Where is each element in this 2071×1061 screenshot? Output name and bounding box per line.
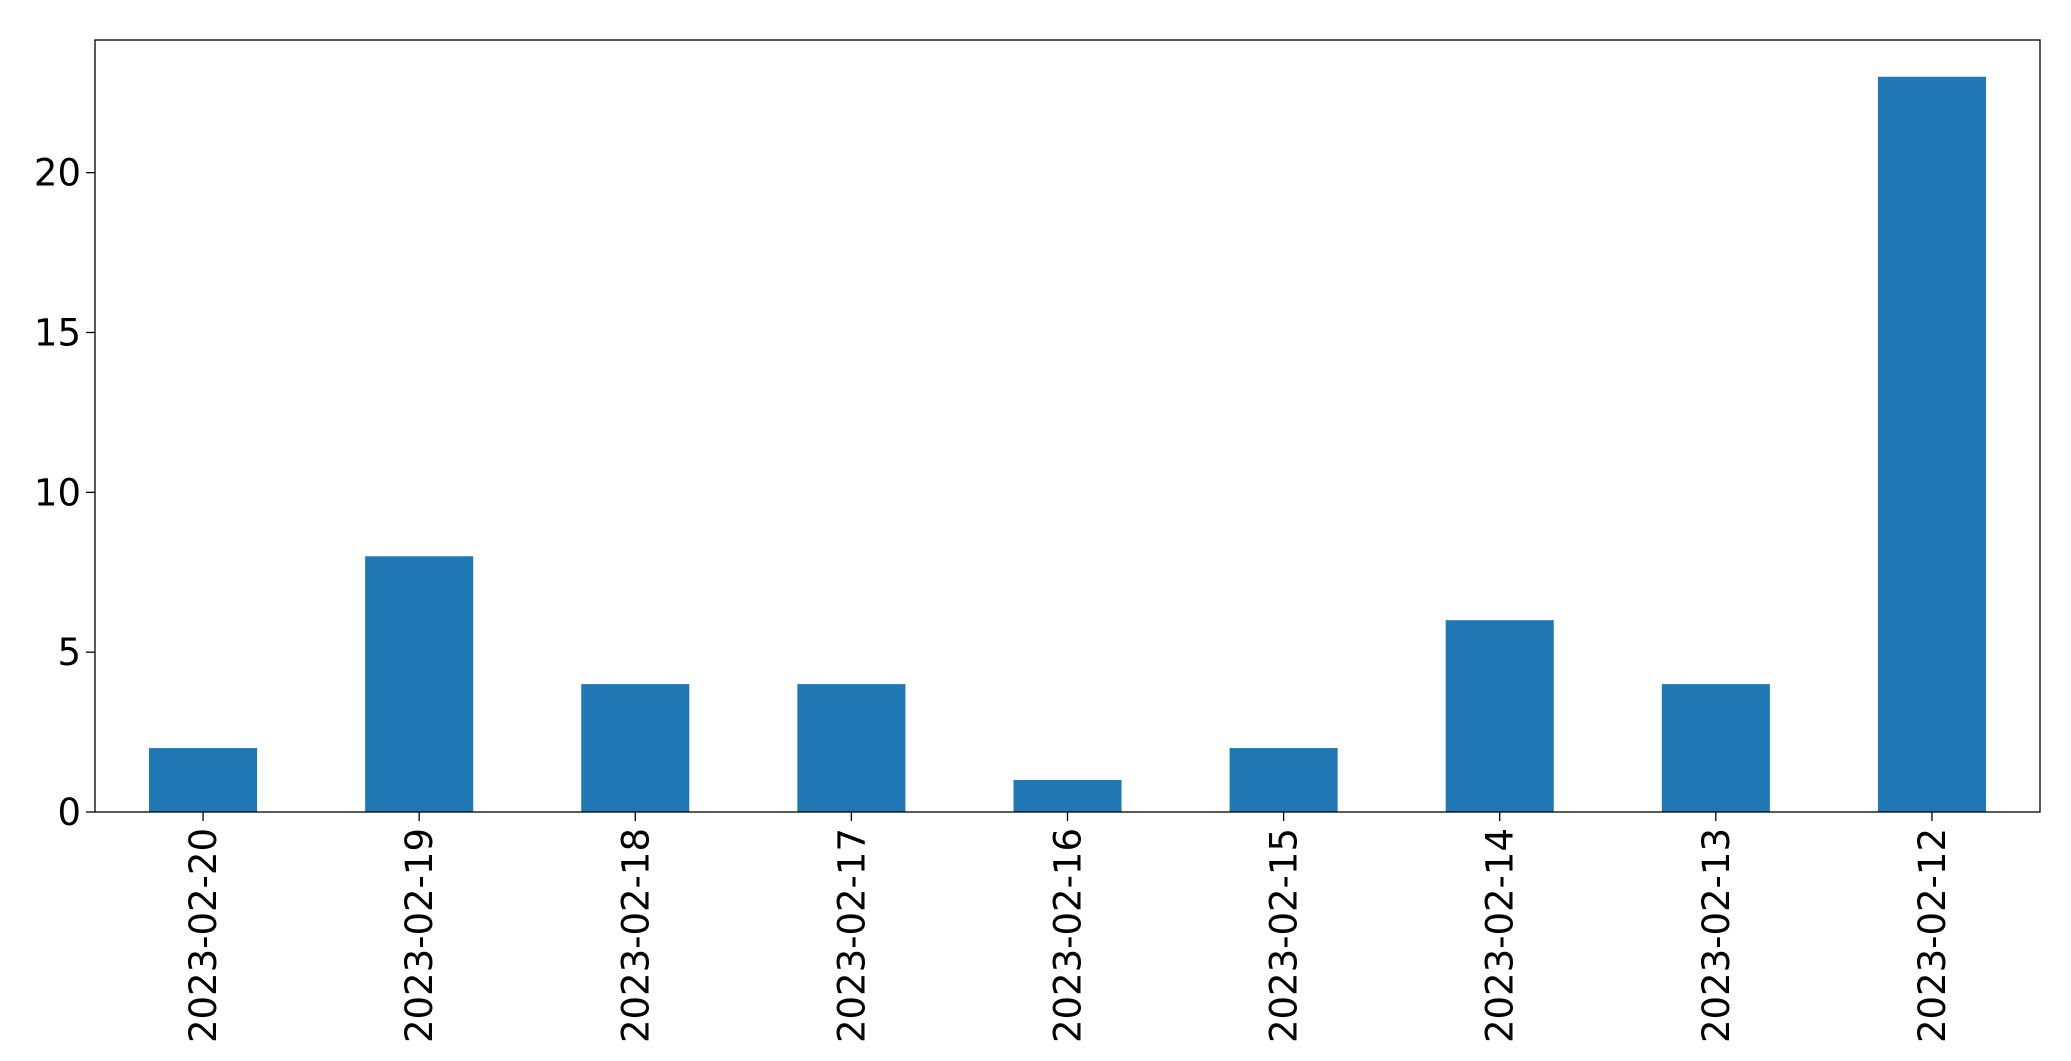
- bar-2023-02-20: [149, 748, 258, 812]
- bar-2023-02-16: [1013, 780, 1122, 812]
- x-tick-label: 2023-02-14: [1479, 828, 1522, 1043]
- x-tick-label: 2023-02-18: [614, 828, 657, 1043]
- y-tick-label: 15: [34, 311, 81, 354]
- y-tick-label: 5: [57, 631, 81, 674]
- bar-2023-02-12: [1877, 76, 1986, 812]
- x-tick-label: 2023-02-12: [1911, 828, 1954, 1043]
- plot-frame: [94, 39, 2041, 813]
- bar-2023-02-18: [581, 684, 690, 812]
- x-tick-label: 2023-02-16: [1047, 828, 1090, 1043]
- bars-group: [149, 76, 1986, 812]
- x-tick-label: 2023-02-17: [830, 828, 873, 1043]
- x-tick-label: 2023-02-15: [1263, 828, 1306, 1043]
- bar-2023-02-13: [1661, 684, 1770, 812]
- y-tick-label: 20: [34, 152, 81, 195]
- x-tick-label: 2023-02-19: [398, 828, 441, 1043]
- x-tick-label: 2023-02-20: [182, 828, 225, 1043]
- x-axis: 2023-02-20 2023-02-19 2023-02-18 2023-02-17…: [182, 812, 1954, 1043]
- bar-2023-02-17: [797, 684, 906, 812]
- bar-2023-02-14: [1445, 620, 1554, 812]
- bar-2023-02-15: [1229, 748, 1338, 812]
- y-tick-label: 10: [34, 471, 81, 514]
- y-axis: 0 5 10 15 20: [34, 152, 95, 834]
- x-tick-label: 2023-02-13: [1695, 828, 1738, 1043]
- y-tick-label: 0: [57, 791, 81, 834]
- bar-2023-02-19: [365, 556, 474, 812]
